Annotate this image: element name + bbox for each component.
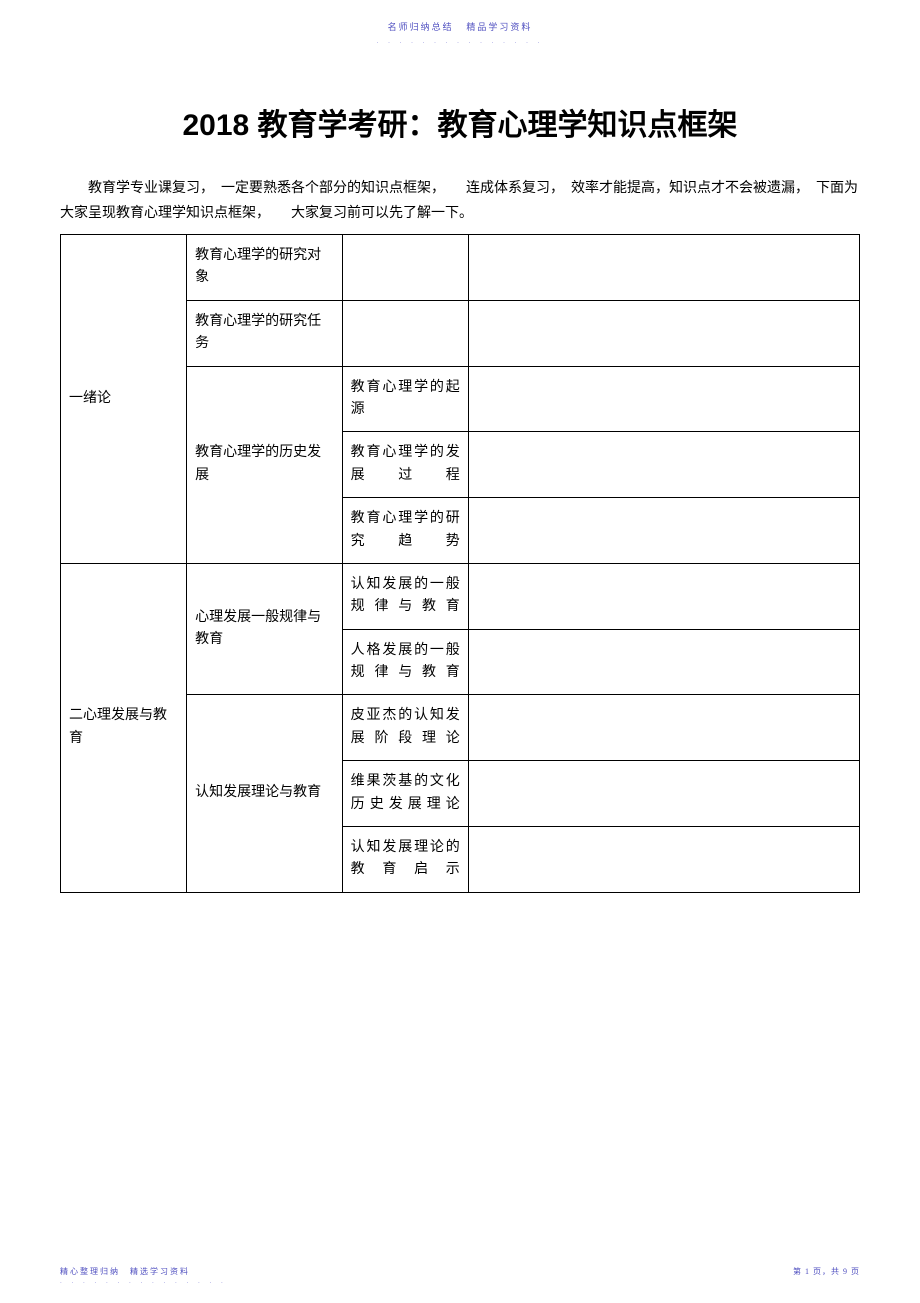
framework-table: 一绪论 教育心理学的研究对象 教育心理学的研究任务 教育心理学的历史发展 教育心… — [60, 234, 860, 893]
detail-cell — [468, 827, 859, 893]
subtopic-cell — [342, 300, 468, 366]
page-title: 2018 教育学考研：教育心理学知识点框架 — [60, 105, 860, 147]
header-dots: . . . . . . . . . . . . . . . — [60, 37, 860, 45]
subtopic-cell: 认知发展的一般规律与教育 — [342, 563, 468, 629]
subtopic-cell: 人格发展的一般规律与教育 — [342, 629, 468, 695]
detail-cell — [468, 761, 859, 827]
page-footer: 精心整理归纳 精选学习资料 . . . . . . . . . . . . . … — [60, 1266, 860, 1285]
detail-cell — [468, 432, 859, 498]
page: 名师归纳总结 精品学习资料 . . . . . . . . . . . . . … — [0, 0, 920, 1303]
footer-left-dots: . . . . . . . . . . . . . . . — [60, 1277, 227, 1285]
detail-cell — [468, 695, 859, 761]
topic-cell: 认知发展理论与教育 — [187, 695, 343, 892]
subtopic-cell: 教育心理学的发展过程 — [342, 432, 468, 498]
detail-cell — [468, 498, 859, 564]
detail-cell — [468, 235, 859, 301]
detail-cell — [468, 563, 859, 629]
subtopic-cell: 认知发展理论的教育启示 — [342, 827, 468, 893]
detail-cell — [468, 629, 859, 695]
section-label: 一绪论 — [61, 235, 187, 564]
subtopic-cell: 维果茨基的文化历史发展理论 — [342, 761, 468, 827]
intro-paragraph: 教育学专业课复习， 一定要熟悉各个部分的知识点框架， 连成体系复习， 效率才能提… — [60, 177, 860, 226]
detail-cell — [468, 300, 859, 366]
subtopic-cell: 教育心理学的研究趋势 — [342, 498, 468, 564]
footer-right-text: 第 1 页，共 9 页 — [793, 1266, 860, 1285]
detail-cell — [468, 366, 859, 432]
table-row: 二心理发展与教育 心理发展一般规律与教育 认知发展的一般规律与教育 — [61, 563, 860, 629]
table-row: 一绪论 教育心理学的研究对象 — [61, 235, 860, 301]
footer-left-text: 精心整理归纳 精选学习资料 — [60, 1266, 227, 1277]
subtopic-cell: 皮亚杰的认知发展阶段理论 — [342, 695, 468, 761]
header-note: 名师归纳总结 精品学习资料 — [60, 20, 860, 33]
topic-cell: 教育心理学的历史发展 — [187, 366, 343, 563]
footer-left: 精心整理归纳 精选学习资料 . . . . . . . . . . . . . … — [60, 1266, 227, 1285]
topic-cell: 教育心理学的研究任务 — [187, 300, 343, 366]
header-note-right: 精品学习资料 — [466, 22, 532, 32]
topic-cell: 教育心理学的研究对象 — [187, 235, 343, 301]
header-note-left: 名师归纳总结 — [388, 22, 454, 32]
section-label: 二心理发展与教育 — [61, 563, 187, 892]
subtopic-cell: 教育心理学的起源 — [342, 366, 468, 432]
topic-cell: 心理发展一般规律与教育 — [187, 563, 343, 695]
subtopic-cell — [342, 235, 468, 301]
